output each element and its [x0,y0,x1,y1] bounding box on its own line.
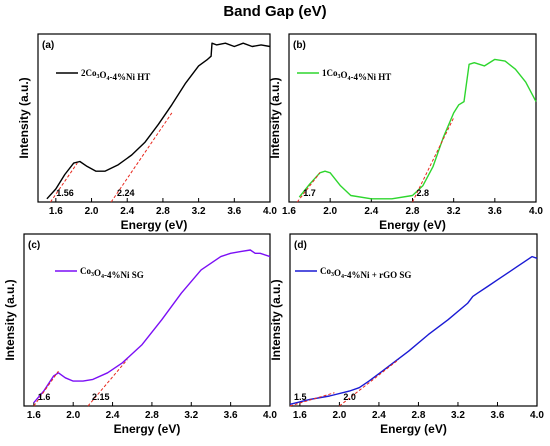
x-axis-title-b: Energy (eV) [379,218,446,232]
fit-line-a-1 [50,162,78,203]
panel-a-chart: 1.6 2.0 2.4 2.8 3.2 3.6 4.0 Energy (eV) Intensit… [17,33,277,232]
x-tick-label-a: 1.6 [49,206,63,217]
annotation-b-1: 1.7 [303,188,316,198]
plot-frame-b [288,33,537,203]
x-axis-title-a: Energy (eV) [121,218,188,232]
x-tick-label-c: 2.8 [145,410,159,421]
panel-d-chart: 1.6 2.0 2.4 2.8 3.2 3.6 4.0 Energy (eV) Intensit… [269,233,544,436]
x-tick-label-b: 1.6 [282,206,296,217]
x-tick-label-b: 4.0 [529,206,543,217]
x-tick-label-b: 2.8 [406,206,420,217]
x-tick-label-d: 3.6 [491,410,505,421]
x-tick-label-b: 3.6 [488,206,502,217]
series-line-b [298,58,537,200]
panel-label-c: (c) [28,240,40,251]
fit-line-d-2 [339,359,399,407]
annotation-a-2: 2.24 [117,188,135,198]
annotation-d-2: 2.0 [343,392,356,402]
panel-c: 1.6 2.0 2.4 2.8 3.2 3.6 4.0 Energy (eV) Intensit… [0,228,277,446]
x-tick-label-d: 2.8 [411,410,425,421]
fit-line-c-2 [87,359,128,407]
x-axis-title-d: Energy (eV) [380,422,447,436]
fit-line-b-1 [296,172,321,203]
legend-text-b: 1Co3O4-4%Ni HT [322,68,391,82]
x-tick-label-c: 1.6 [27,410,41,421]
x-tick-label-d: 1.6 [293,410,307,421]
annotation-c-1: 1.6 [38,392,51,402]
legend-text-a: 2Co3O4-4%Ni HT [81,68,150,82]
figure-title: Band Gap (eV) [223,3,327,20]
plot-frame-a [37,33,271,203]
fit-line-c-1 [33,370,59,407]
fit-line-d-1 [289,392,335,407]
panel-label-d: (d) [294,240,307,251]
x-tick-label-c: 3.6 [224,410,238,421]
panel-label-a: (a) [42,40,54,51]
x-tick-label-c: 2.0 [66,410,80,421]
x-tick-label-a: 4.0 [263,206,277,217]
panel-b-chart: 1.6 2.0 2.4 2.8 3.2 3.6 4.0 Energy (eV) Intensit… [268,33,543,232]
plot-frame-c [23,233,271,407]
panel-c-chart: 1.6 2.0 2.4 2.8 3.2 3.6 4.0 Energy (eV) Intensit… [3,233,277,436]
x-tick-label-a: 2.0 [85,206,99,217]
x-tick-label-a: 3.6 [227,206,241,217]
panel-a: 1.6 2.0 2.4 2.8 3.2 3.6 4.0 Energy (eV) Intensit… [0,20,277,232]
fit-line-b-2 [412,117,455,203]
annotation-c-2: 2.15 [92,392,110,402]
y-axis-title-c: Intensity (a.u.) [3,279,17,360]
x-tick-label-d: 2.0 [332,410,346,421]
y-axis-title-d: Intensity (a.u.) [269,279,283,360]
legend-text-c: Co3O4-4%Ni SG [80,266,144,280]
annotation-b-2: 2.8 [417,188,430,198]
x-tick-label-a: 2.8 [156,206,170,217]
plot-frame-d [289,233,538,407]
annotation-d-1: 1.5 [294,392,307,402]
y-axis-title-a: Intensity (a.u.) [17,77,31,158]
legend-text-d: Co3O4-4%Ni + rGO SG [320,266,411,280]
x-tick-label-c: 2.4 [106,410,120,421]
x-tick-label-a: 2.4 [120,206,134,217]
x-tick-label-c: 3.2 [184,410,198,421]
x-tick-label-b: 3.2 [447,206,461,217]
fit-line-a-2 [110,112,173,203]
x-tick-label-d: 2.4 [372,410,386,421]
annotation-a-1: 1.56 [56,188,74,198]
panel-d: 1.6 2.0 2.4 2.8 3.2 3.6 4.0 Energy (eV) Intensit… [269,228,550,446]
y-axis-title-b: Intensity (a.u.) [268,77,282,158]
series-line-a [46,42,271,200]
series-line-c [33,249,271,404]
series-line-d [289,255,538,405]
panel-label-b: (b) [293,40,306,51]
x-axis-title-c: Energy (eV) [114,422,181,436]
x-tick-label-d: 3.2 [451,410,465,421]
x-tick-label-b: 2.0 [323,206,337,217]
panel-b: 1.6 2.0 2.4 2.8 3.2 3.6 4.0 Energy (eV) Intensit… [268,20,550,232]
x-tick-label-b: 2.4 [364,206,378,217]
x-tick-label-c: 4.0 [263,410,277,421]
x-tick-label-d: 4.0 [530,410,544,421]
x-tick-label-a: 3.2 [192,206,206,217]
